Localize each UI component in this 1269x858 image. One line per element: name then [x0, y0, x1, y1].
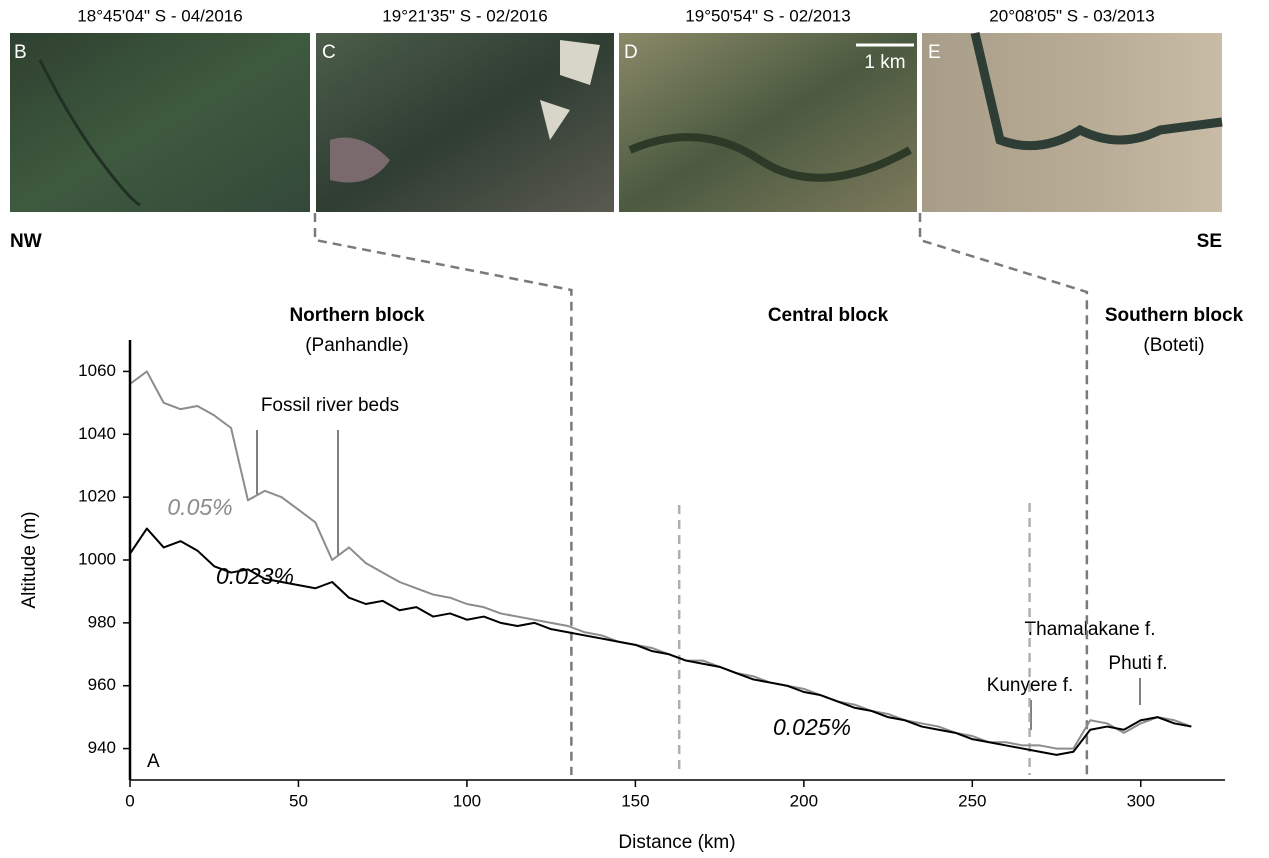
x-tick-label: 150 — [621, 791, 649, 810]
y-tick-label: 960 — [88, 675, 116, 694]
annotation: Thamalakane f. — [1025, 619, 1156, 640]
x-tick-label: 100 — [453, 791, 481, 810]
block-boundary — [918, 213, 1089, 775]
panel-letter: C — [322, 42, 336, 63]
image-d — [619, 33, 917, 212]
x-tick-label: 300 — [1127, 791, 1155, 810]
annotation: Phuti f. — [1108, 653, 1167, 674]
direction: NW — [10, 231, 42, 252]
region-name: Southern block — [1105, 305, 1244, 326]
region-sub: (Panhandle) — [305, 335, 409, 356]
y-tick-label: 980 — [88, 612, 116, 631]
y-tick-label: 1040 — [78, 424, 116, 443]
panel-caption: 19°50'54" S - 02/2013 — [685, 6, 850, 25]
patch — [330, 137, 390, 183]
panel-label: A — [147, 751, 160, 772]
x-tick-label: 50 — [289, 791, 308, 810]
direction: SE — [1197, 231, 1222, 252]
image-e — [922, 33, 1222, 212]
y-tick-label: 1000 — [78, 549, 116, 568]
panel-caption: 20°08'05" S - 03/2013 — [989, 6, 1154, 25]
panel-caption: 19°21'35" S - 02/2016 — [382, 6, 547, 25]
pointers — [256, 430, 1141, 730]
y-tick-label: 1020 — [78, 487, 116, 506]
y-axis-label: Altitude (m) — [19, 511, 40, 608]
x-axis-label: Distance (km) — [618, 832, 735, 853]
panel-letter: B — [14, 42, 27, 63]
y-tick-label: 940 — [88, 738, 116, 757]
altitude-profile — [129, 370, 1192, 750]
panel-caption: 18°45'04" S - 04/2016 — [77, 6, 242, 25]
x-tick-label: 200 — [790, 791, 818, 810]
x-tick-label: 0 — [125, 791, 134, 810]
image-b — [10, 33, 310, 212]
region-name: Central block — [768, 305, 889, 326]
river — [38, 59, 141, 207]
panel-letter: D — [624, 42, 638, 63]
satellite-images — [10, 31, 1223, 212]
region-name: Northern block — [289, 305, 425, 326]
annotation: 0.025% — [773, 714, 851, 740]
altitude-profile — [129, 527, 1192, 756]
river — [970, 31, 1223, 151]
y-tick-label: 1060 — [78, 361, 116, 380]
annotation: 0.05% — [167, 494, 232, 520]
panel-letter: E — [928, 42, 941, 63]
annotation: Fossil river beds — [261, 395, 399, 416]
annotation: 0.023% — [216, 563, 294, 589]
scale-label: 1 km — [864, 52, 905, 73]
sand-patch — [540, 40, 600, 140]
region-sub: (Boteti) — [1143, 335, 1204, 356]
x-tick-label: 250 — [958, 791, 986, 810]
block-boundary — [313, 213, 573, 775]
channel — [628, 133, 912, 182]
